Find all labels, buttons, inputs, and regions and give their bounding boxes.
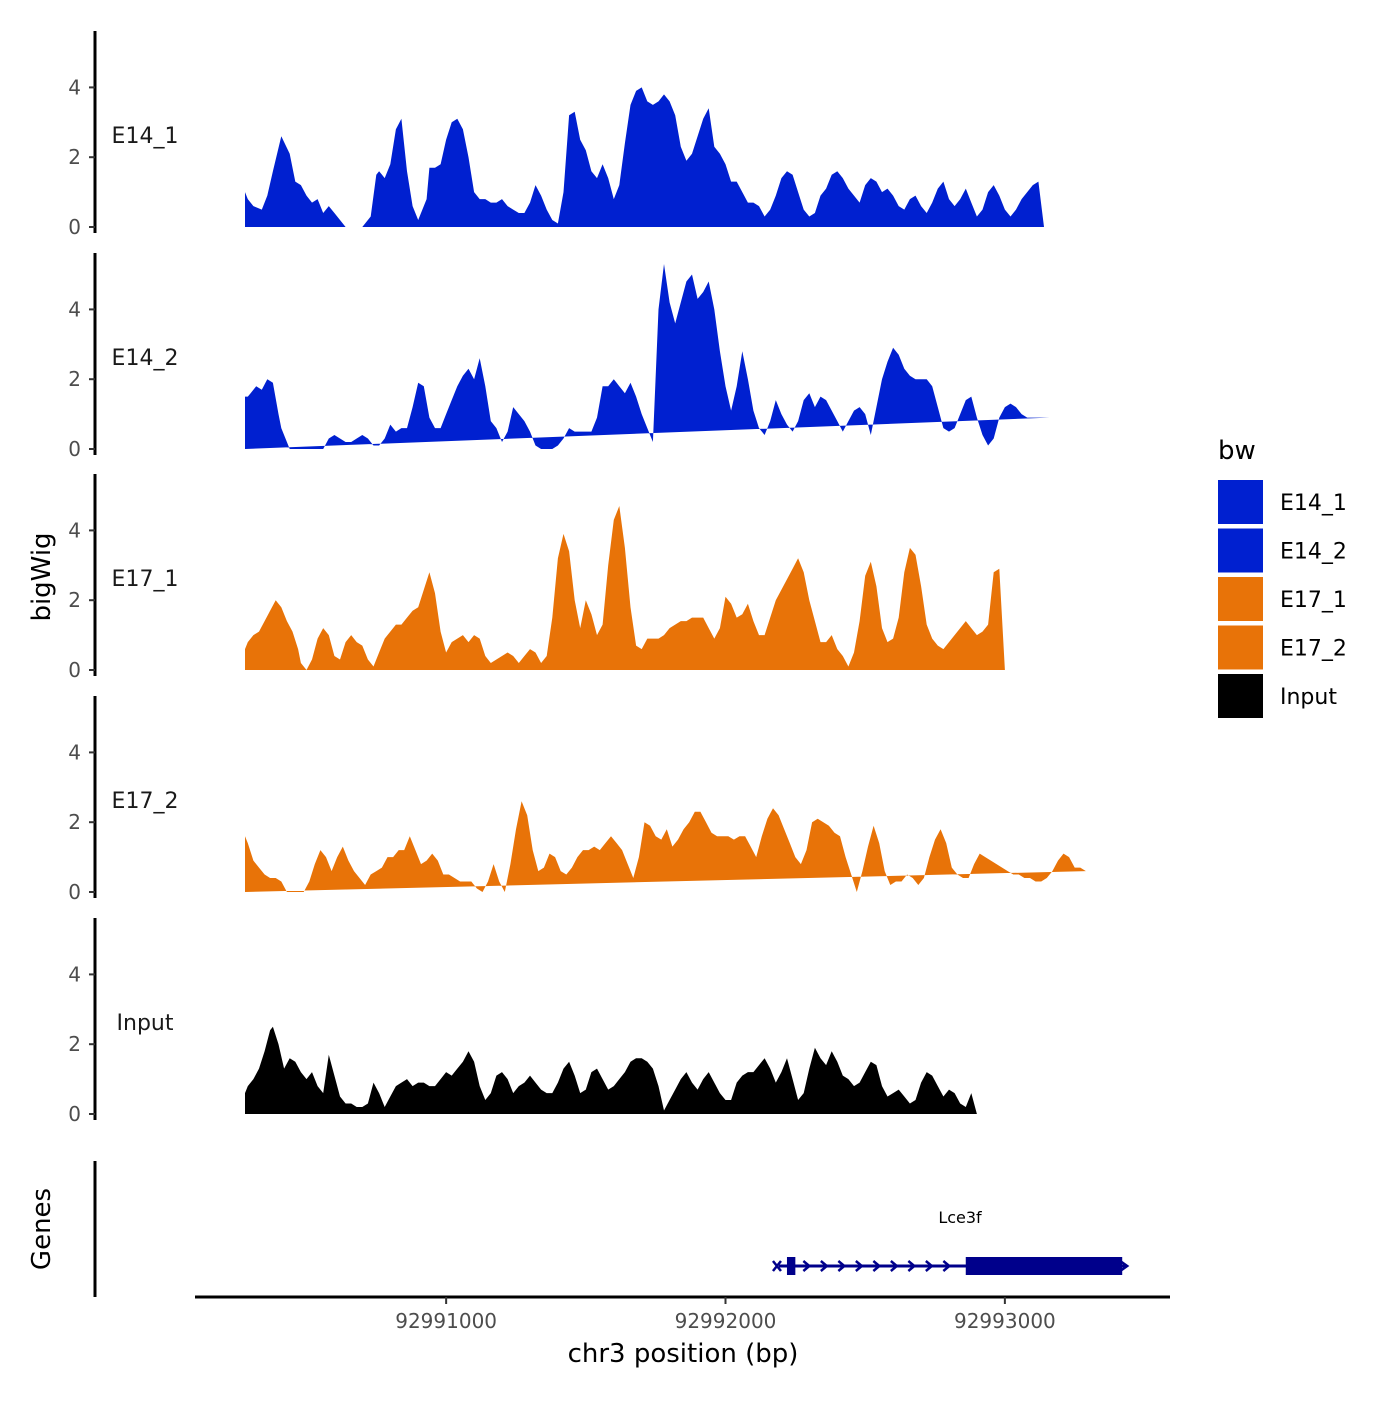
x-tick-label: 92993000	[954, 1309, 1056, 1333]
strand-arrow	[855, 1260, 864, 1272]
y-tick-label: 4	[68, 962, 81, 986]
legend-label: E17_2	[1280, 637, 1347, 662]
gene-start-marker	[771, 1260, 782, 1272]
track-label: E17_1	[112, 567, 179, 592]
genes-axis-title: Genes	[27, 1188, 57, 1270]
genes-layer: Lce3f	[93, 1161, 1130, 1297]
track-label: E17_2	[112, 789, 179, 814]
strand-arrow	[890, 1260, 899, 1272]
strand-arrow	[837, 1260, 847, 1272]
legend-swatch	[1218, 577, 1263, 621]
track-label: E14_2	[112, 346, 179, 371]
legend-item: E14_2	[1218, 528, 1347, 573]
track-panel: 0 2 4 E14_2	[68, 253, 1050, 461]
y-tick-label: 0	[68, 658, 81, 682]
gene-exon	[965, 1257, 1123, 1275]
tracks-layer: 0 2 4 E14_1 0 2 4 E14_2 0 2 4 E17_1 0 2 4 E17_2 0 2 4 Input	[68, 31, 1086, 1126]
strand-arrow	[907, 1260, 917, 1272]
strand-arrow	[942, 1260, 952, 1272]
signal-area	[245, 801, 1086, 892]
signal-area	[245, 87, 1044, 228]
x-tick-label: 92991000	[395, 1309, 497, 1333]
x-axis-title: chr3 position (bp)	[568, 1339, 799, 1369]
y-tick-label: 2	[68, 810, 81, 834]
y-tick-label: 0	[68, 880, 81, 904]
y-tick-label: 4	[68, 740, 81, 764]
y-tick-label: 2	[68, 588, 81, 612]
y-tick-label: 2	[68, 1032, 81, 1056]
legend-swatch	[1218, 480, 1263, 524]
signal-area	[245, 264, 1050, 449]
track-label: E14_1	[112, 124, 179, 149]
track-label: Input	[117, 1011, 174, 1036]
legend-swatch	[1218, 528, 1263, 573]
y-tick-label: 2	[68, 367, 81, 391]
legend-item: E17_2	[1218, 625, 1347, 670]
x-axis: 92991000 92992000 92993000	[195, 1295, 1170, 1333]
legend-label: E14_2	[1280, 540, 1347, 565]
legend-item: E14_1	[1218, 480, 1347, 524]
y-tick-label: 0	[68, 1102, 81, 1126]
gene-end-marker	[1119, 1259, 1130, 1273]
legend-label: Input	[1280, 685, 1337, 710]
strand-arrow	[925, 1260, 934, 1272]
x-tick-label: 92992000	[675, 1309, 777, 1333]
track-panel: 0 2 4 E17_1	[68, 474, 1005, 682]
y-tick-label: 0	[68, 437, 81, 461]
signal-area	[245, 506, 1005, 670]
legend-label: E17_1	[1280, 588, 1347, 613]
legend-swatch	[1218, 674, 1263, 718]
y-tick-label: 4	[68, 297, 81, 321]
gene-label: Lce3f	[938, 1208, 982, 1227]
track-panel: 0 2 4 Input	[68, 918, 977, 1126]
y-axis-title: bigWig	[27, 532, 57, 621]
strand-arrow	[820, 1260, 829, 1272]
strand-arrow	[802, 1260, 812, 1272]
track-panel: 0 2 4 E14_1	[68, 31, 1044, 239]
y-tick-label: 4	[68, 75, 81, 99]
legend: bw E14_1 E14_2 E17_1 E17_2 Input	[1218, 436, 1347, 718]
gene-model: Lce3f	[771, 1208, 1130, 1275]
strand-arrow	[872, 1260, 882, 1272]
track-panel: 0 2 4 E17_2	[68, 696, 1086, 904]
legend-item: E17_1	[1218, 577, 1347, 621]
legend-item: Input	[1218, 674, 1337, 718]
signal-area	[245, 1026, 977, 1114]
y-tick-label: 4	[68, 518, 81, 542]
y-tick-label: 0	[68, 215, 81, 239]
legend-title: bw	[1218, 436, 1256, 466]
gene-exon	[786, 1257, 796, 1275]
y-tick-label: 2	[68, 145, 81, 169]
legend-label: E14_1	[1280, 491, 1347, 516]
legend-swatch	[1218, 625, 1263, 670]
